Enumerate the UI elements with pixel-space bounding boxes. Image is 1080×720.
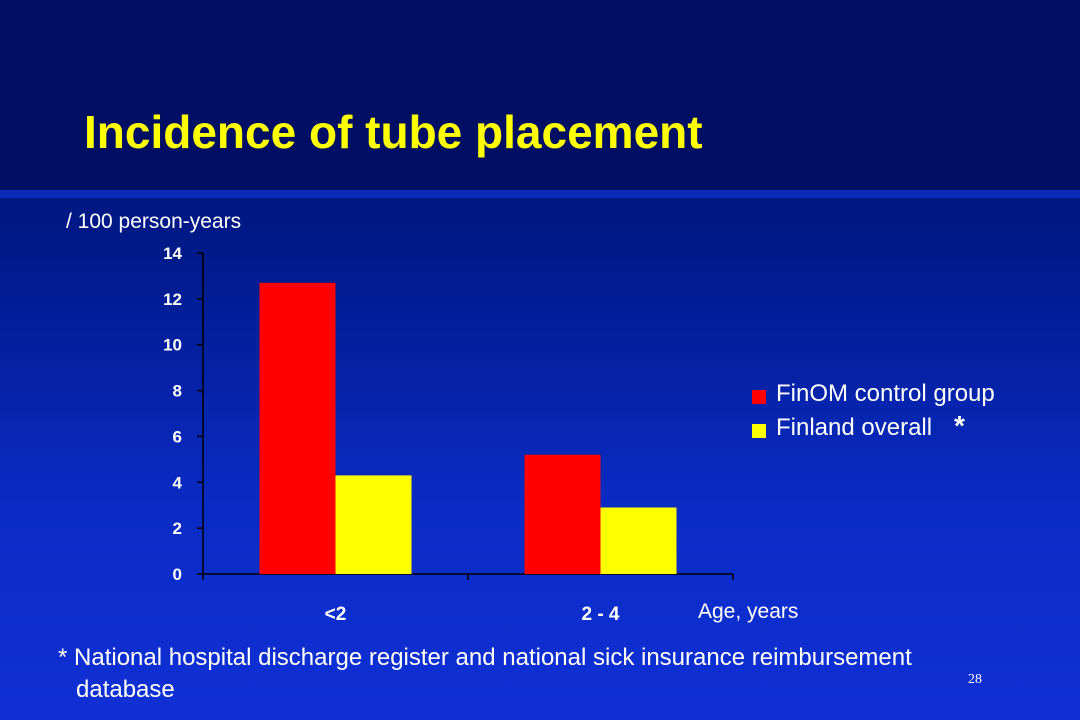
legend-label-finland: Finland overall (776, 414, 933, 441)
y-tick-label: 0 (173, 565, 182, 584)
bar-finom-0 (259, 282, 336, 574)
y-tick-label: 10 (163, 336, 182, 355)
y-tick-label: 14 (163, 244, 182, 263)
x-axis-title: Age, years (698, 600, 799, 623)
legend-asterisk: * (954, 410, 965, 441)
legend-swatch-yellow (752, 424, 766, 438)
bar-finland-1 (600, 507, 677, 574)
y-tick-label: 6 (173, 427, 182, 446)
y-axis-title: / 100 person-years (66, 210, 242, 233)
page-number: 28 (968, 672, 982, 687)
footnote-line-1: * National hospital discharge register a… (58, 644, 912, 671)
title-divider (0, 190, 1080, 198)
y-tick-label: 8 (173, 382, 182, 401)
legend-label-finom: FinOM control group (776, 380, 995, 407)
y-tick-label: 12 (163, 290, 182, 309)
footnote: * National hospital discharge register a… (58, 642, 1018, 706)
title-band (0, 0, 1080, 190)
slide-title: Incidence of tube placement (84, 106, 703, 158)
legend-swatch-red (752, 390, 766, 404)
x-tick-label: <2 (325, 604, 347, 625)
bar-finom-1 (524, 454, 601, 574)
y-tick-label: 2 (173, 519, 182, 538)
bar-finland-0 (335, 475, 412, 574)
footnote-line-2: database (76, 676, 175, 703)
x-tick-label: 2 - 4 (581, 604, 619, 625)
y-tick-label: 4 (173, 473, 183, 492)
